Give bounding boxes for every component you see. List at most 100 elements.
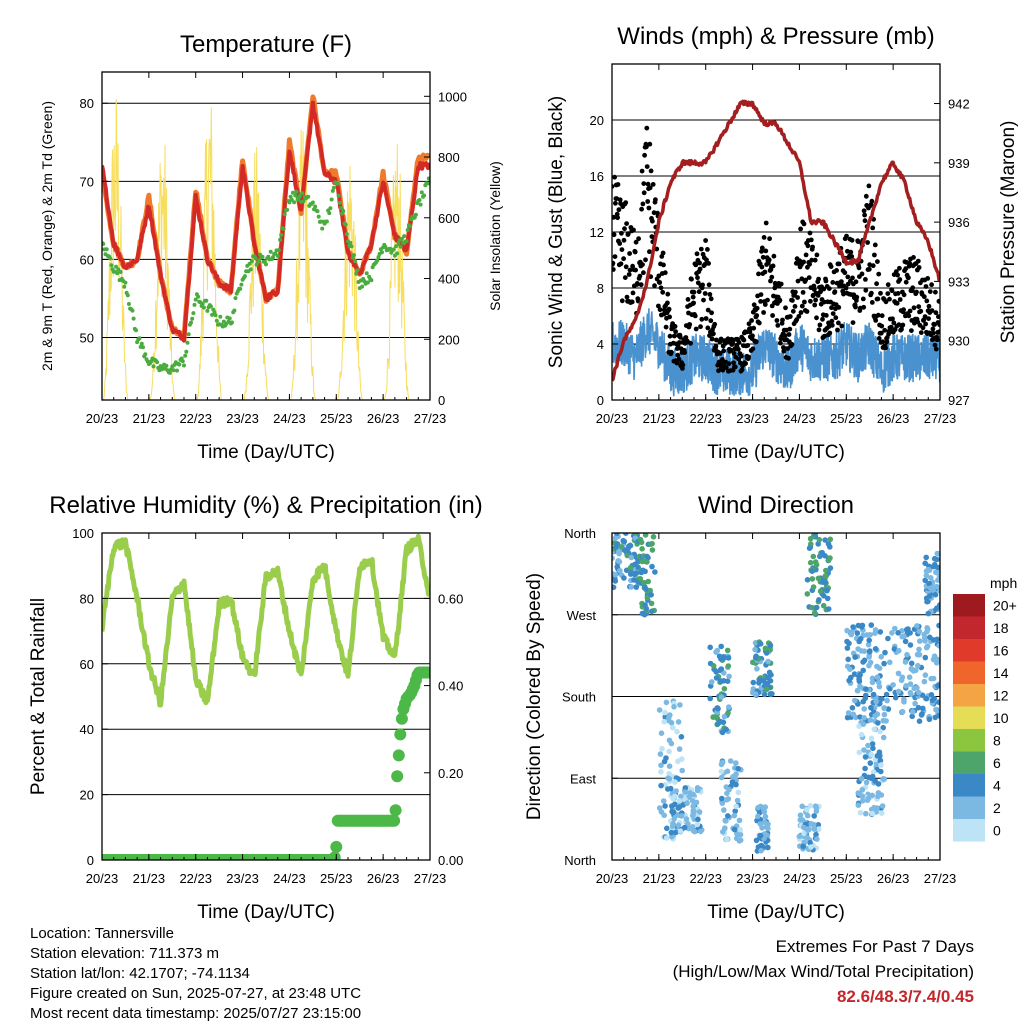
gust-point (869, 300, 875, 305)
gust-point (888, 324, 894, 330)
direction-point (642, 533, 649, 538)
dewpoint-point (327, 211, 332, 216)
gust-point (630, 290, 636, 296)
dewpoint-point (402, 234, 407, 239)
direction-point (820, 602, 827, 609)
gust-point (809, 257, 815, 263)
gust-point (693, 262, 699, 268)
direction-point (816, 536, 823, 543)
dewpoint-point (213, 313, 218, 318)
gust-point (849, 254, 855, 259)
gust-point (638, 282, 644, 288)
dewpoint-point (115, 271, 120, 276)
direction-point (769, 691, 775, 697)
direction-point (804, 577, 811, 583)
gust-point (808, 298, 813, 304)
y2-tick-label: 942 (948, 97, 970, 112)
gust-point (697, 260, 702, 266)
colorbar-label: 6 (993, 755, 1001, 771)
gust-point (808, 237, 814, 243)
gust-point (707, 292, 713, 297)
dewpoint-point (143, 352, 148, 357)
dewpoint-point (249, 259, 254, 264)
direction-point (732, 808, 738, 814)
gust-point (863, 287, 869, 293)
gust-point (619, 247, 625, 253)
direction-point (718, 656, 724, 662)
gust-point (732, 364, 738, 370)
direction-point (724, 647, 731, 654)
dewpoint-point (349, 244, 354, 249)
direction-point (617, 567, 623, 574)
gust-point (739, 367, 745, 373)
gust-point (876, 271, 882, 277)
direction-point (885, 635, 891, 642)
gust-point (759, 264, 765, 270)
dewpoint-point (193, 297, 198, 302)
direction-point (725, 710, 731, 716)
precip-point (394, 728, 407, 741)
gust-point (891, 320, 897, 326)
direction-point (633, 584, 640, 590)
dewpoint-point (227, 316, 232, 321)
gust-point (873, 318, 879, 323)
gust-point (786, 355, 791, 361)
direction-point (827, 536, 834, 543)
direction-point (916, 628, 923, 635)
direction-point (914, 623, 920, 629)
dewpoint-point (330, 188, 335, 193)
dewpoint-point (130, 308, 135, 313)
direction-point (876, 679, 882, 686)
gust-point (804, 309, 810, 314)
gust-point (667, 314, 672, 320)
colorbar-unit: mph (990, 575, 1017, 591)
gust-point (926, 316, 931, 321)
direction-point (678, 793, 684, 800)
gust-point (647, 249, 652, 255)
gust-point (923, 284, 929, 289)
gust-point (736, 340, 742, 345)
direction-point (866, 648, 873, 655)
gust-point (666, 306, 672, 312)
dewpoint-point (201, 305, 206, 310)
direction-point (717, 719, 724, 725)
gust-point (743, 361, 748, 366)
gust-point (648, 168, 654, 174)
direction-point (869, 741, 876, 747)
dewpoint-point (164, 363, 169, 368)
direction-point (648, 592, 654, 598)
dewpoint-point (275, 253, 280, 258)
x-tick-label: 21/23 (133, 411, 166, 426)
direction-point (800, 843, 806, 850)
extremes-values: 82.6/48.3/7.4/0.45 (836, 987, 974, 1006)
direction-point (721, 807, 727, 813)
direction-point (895, 630, 901, 636)
gust-point (761, 235, 767, 240)
dewpoint-point (108, 256, 113, 261)
direction-point (811, 826, 818, 832)
dewpoint-point (310, 200, 315, 205)
direction-point (797, 817, 804, 823)
direction-point (726, 673, 732, 680)
dewpoint-point (214, 318, 219, 323)
y2-tick-label: 0.00 (438, 853, 463, 868)
direction-point (662, 709, 668, 716)
gust-point (836, 261, 842, 267)
gust-point (656, 273, 662, 279)
direction-point (682, 789, 688, 795)
direction-point (915, 662, 921, 669)
gust-point (617, 197, 623, 203)
dewpoint-point (278, 237, 283, 242)
direction-point (735, 765, 741, 772)
y-axis-label: Percent & Total Rainfall (28, 598, 49, 795)
direction-point (666, 771, 672, 777)
chart-humidity: Relative Humidity (%) & Precipitation (i… (28, 492, 483, 923)
direction-point (709, 679, 715, 685)
direction-point (895, 670, 902, 677)
direction-point (667, 785, 674, 792)
x-axis-label: Time (Day/UTC) (707, 442, 845, 463)
direction-point (724, 796, 730, 803)
gust-point (653, 197, 658, 203)
direction-point (765, 658, 771, 665)
gust-point (767, 236, 772, 242)
